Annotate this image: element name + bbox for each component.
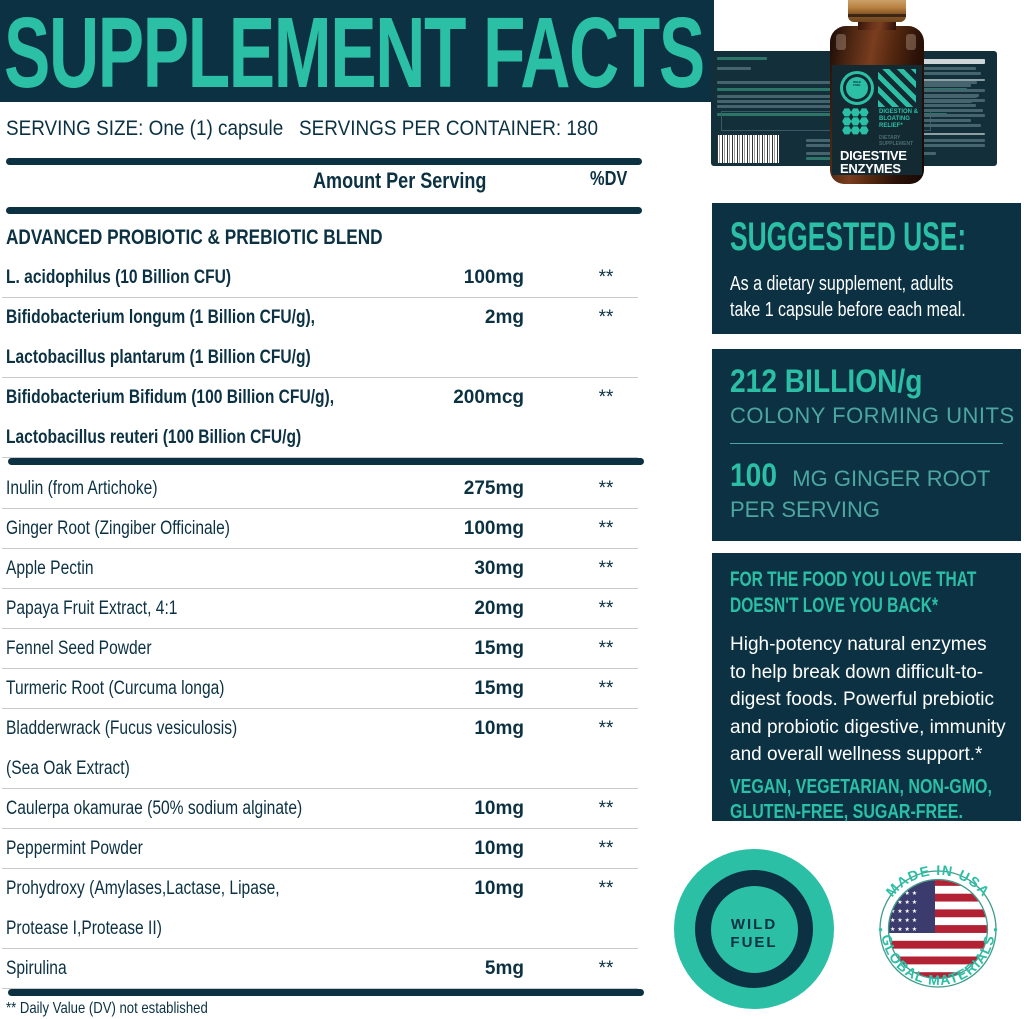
svg-text:★ ★ ★ ★: ★ ★ ★ ★	[890, 908, 917, 915]
svg-text:★ ★ ★ ★: ★ ★ ★ ★	[890, 926, 917, 933]
svg-text:★ ★ ★ ★: ★ ★ ★ ★	[890, 917, 917, 924]
